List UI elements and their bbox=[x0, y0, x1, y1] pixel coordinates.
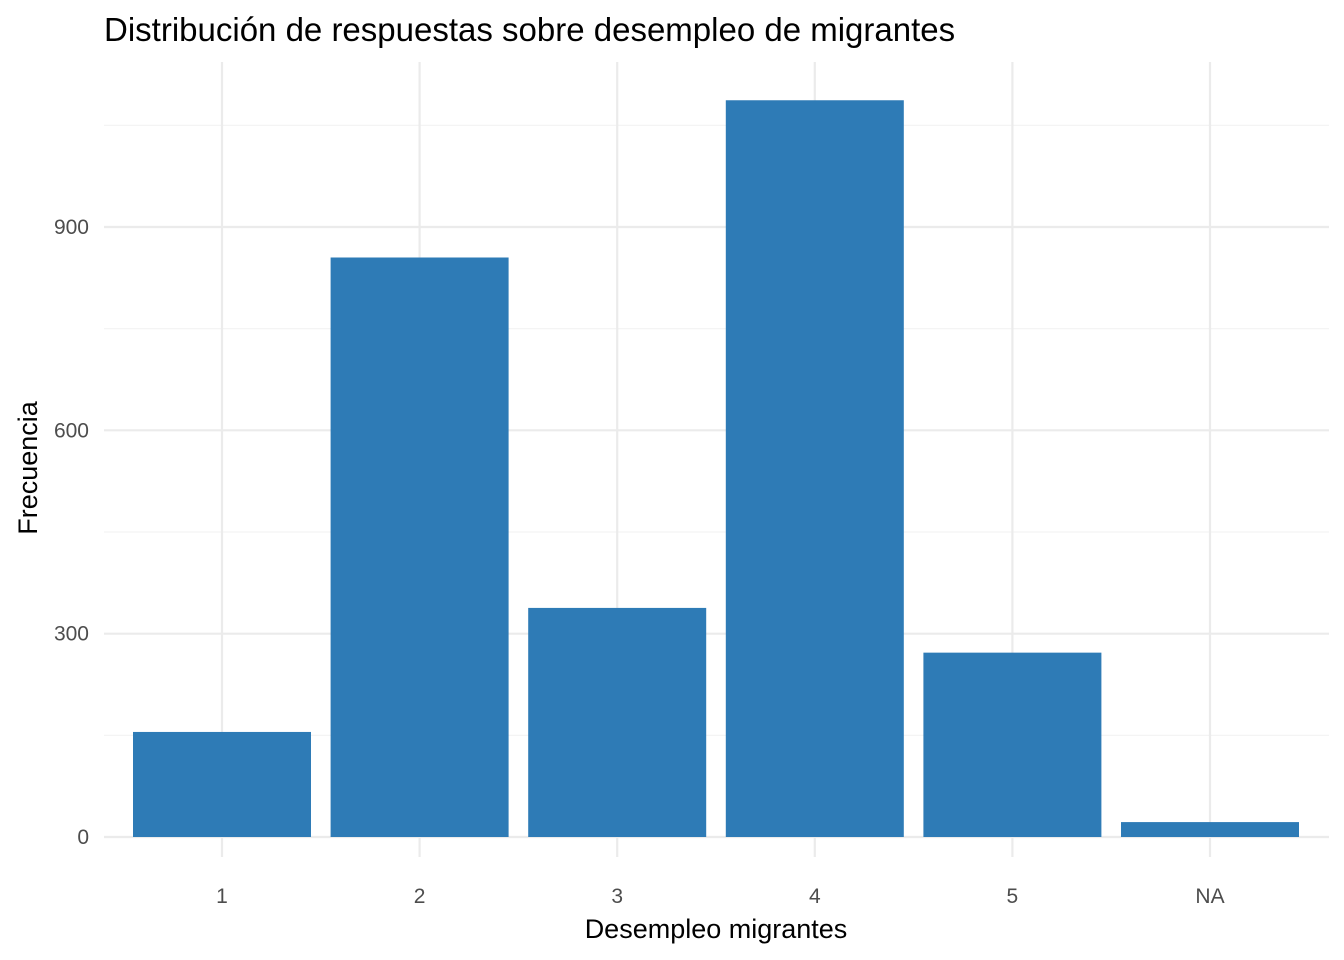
y-tick-label: 0 bbox=[77, 826, 89, 849]
x-tick-label: 4 bbox=[809, 885, 821, 908]
x-tick-label: 1 bbox=[216, 885, 228, 908]
y-tick-label: 300 bbox=[54, 623, 89, 646]
y-axis-title: Frecuencia bbox=[13, 400, 43, 535]
bar-5 bbox=[923, 652, 1102, 837]
x-tick-label: 3 bbox=[611, 885, 623, 908]
x-tick-label: 5 bbox=[1007, 885, 1019, 908]
bar-4 bbox=[725, 100, 904, 837]
bars bbox=[133, 100, 1299, 837]
x-tick-label: 2 bbox=[414, 885, 426, 908]
y-tick-label: 900 bbox=[54, 216, 89, 239]
y-tick-label: 600 bbox=[54, 419, 89, 442]
bar-3 bbox=[528, 607, 707, 837]
x-tick-label: NA bbox=[1195, 885, 1224, 908]
chart-title: Distribución de respuestas sobre desempl… bbox=[104, 11, 955, 48]
bar-1 bbox=[133, 731, 311, 837]
x-axis-title: Desempleo migrantes bbox=[585, 914, 848, 944]
y-axis-ticks: 0 300 600 900 bbox=[54, 216, 89, 849]
bar-2 bbox=[330, 257, 509, 837]
bar-na bbox=[1121, 822, 1299, 837]
x-axis-ticks: 1 2 3 4 5 NA bbox=[216, 885, 1224, 908]
